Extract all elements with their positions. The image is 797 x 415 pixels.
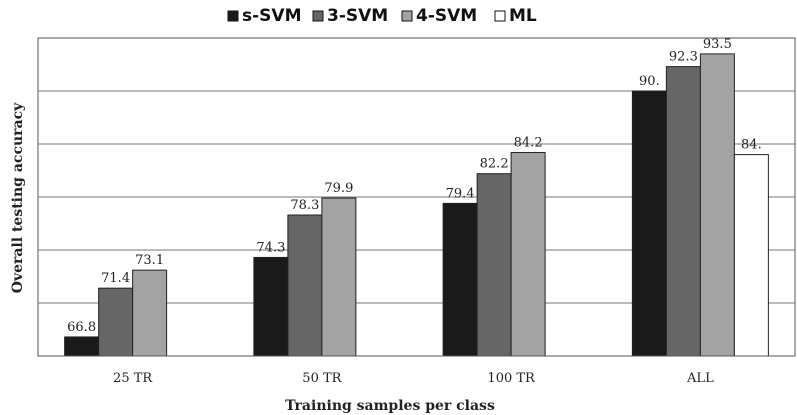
x-tick-label: 50 TR bbox=[302, 371, 342, 386]
bar-s-svm-all bbox=[631, 90, 667, 357]
data-label: 90. bbox=[639, 74, 660, 89]
data-label: 74.3 bbox=[256, 240, 285, 255]
legend-swatch bbox=[227, 10, 239, 22]
data-label: 92.3 bbox=[669, 50, 698, 65]
x-tick-label: ALL bbox=[686, 371, 714, 386]
bar-4-svm-25-tr bbox=[132, 269, 168, 357]
x-axis-title: Training samples per class bbox=[285, 398, 495, 414]
bar-s-svm-50-tr bbox=[253, 256, 289, 357]
y-axis-title: Overall testing accuracy bbox=[10, 102, 26, 293]
bar-3-svm-50-tr bbox=[287, 214, 323, 357]
bar-s-svm-100-tr bbox=[442, 202, 478, 357]
bar-3-svm-all bbox=[665, 66, 701, 357]
bar-4-svm-50-tr bbox=[321, 197, 357, 357]
legend: s-SVM 3-SVM 4-SVM ML bbox=[227, 6, 537, 26]
legend-label: 3-SVM bbox=[327, 6, 388, 26]
data-labels: 66.8 71.4 73.1 74.3 78.3 79.9 79.4 82.2 84.2 90. 9… bbox=[67, 37, 762, 335]
legend-swatch bbox=[312, 10, 324, 22]
data-label: 93.5 bbox=[703, 37, 732, 52]
data-label: 71.4 bbox=[101, 271, 130, 286]
x-tick-label: 100 TR bbox=[487, 371, 536, 386]
bars bbox=[64, 53, 769, 357]
legend-swatch bbox=[494, 10, 506, 22]
data-label: 78.3 bbox=[290, 198, 319, 213]
legend-label: 4-SVM bbox=[416, 6, 477, 26]
x-tick-label: 25 TR bbox=[113, 371, 153, 386]
data-label: 82.2 bbox=[480, 157, 509, 172]
bar-3-svm-100-tr bbox=[476, 173, 512, 357]
bar-3-svm-25-tr bbox=[98, 287, 134, 357]
bar-4-svm-all bbox=[699, 53, 735, 357]
data-label: 84. bbox=[741, 138, 762, 153]
legend-label: ML bbox=[509, 6, 537, 26]
x-axis-ticks: 25 TR 50 TR 100 TR ALL bbox=[113, 371, 714, 386]
bar-ml-all bbox=[733, 154, 769, 357]
legend-label: s-SVM bbox=[242, 6, 302, 26]
legend-swatch bbox=[401, 10, 413, 22]
data-label: 79.9 bbox=[324, 181, 353, 196]
data-label: 79.4 bbox=[446, 186, 475, 201]
bar-s-svm-25-tr bbox=[64, 336, 100, 357]
data-label: 66.8 bbox=[67, 320, 96, 335]
data-label: 84.2 bbox=[514, 135, 543, 150]
data-label: 73.1 bbox=[135, 253, 164, 268]
bar-4-svm-100-tr bbox=[510, 151, 546, 357]
